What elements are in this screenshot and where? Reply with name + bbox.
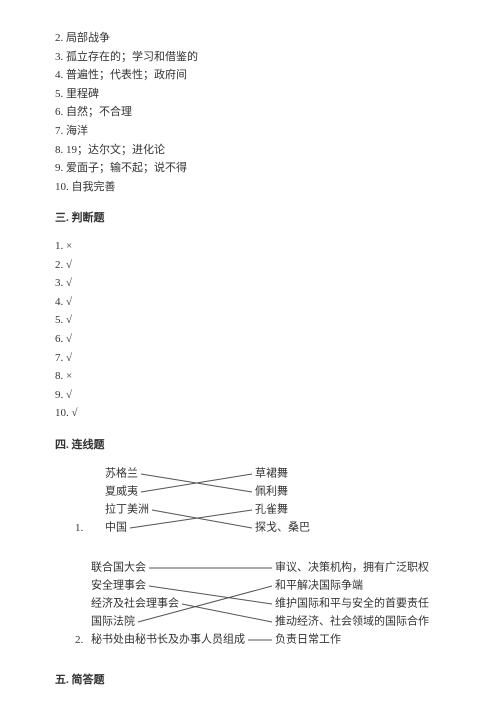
match-prefix: 2. bbox=[75, 634, 84, 646]
tf-item: 5. √ bbox=[55, 312, 445, 330]
tf-item: 7. √ bbox=[55, 350, 445, 368]
answer-item: 8. 19；达尔文；进化论 bbox=[55, 142, 445, 160]
match-left-label: 拉丁美洲 bbox=[105, 502, 149, 516]
match-right-label: 佩利舞 bbox=[255, 484, 288, 498]
match-right-label: 推动经济、社会领域的国际合作 bbox=[275, 614, 429, 628]
section-5-title: 五. 简答题 bbox=[55, 672, 445, 690]
truefalse-list: 1. × 2. √ 3. √ 4. √ 5. √ 6. √ 7. √ 8. × … bbox=[55, 238, 445, 423]
section-4-title: 四. 连线题 bbox=[55, 437, 445, 455]
match-right-label: 审议、决策机构，拥有广泛职权 bbox=[275, 560, 429, 574]
match-right-label: 探戈、桑巴 bbox=[255, 521, 310, 534]
match-right-label: 草裙舞 bbox=[255, 467, 288, 480]
tf-item: 2. √ bbox=[55, 257, 445, 275]
section-3-title: 三. 判断题 bbox=[55, 210, 445, 228]
match-right-label: 孔雀舞 bbox=[255, 503, 288, 516]
match-left-label: 秘书处由秘书长及办事人员组成 bbox=[91, 632, 245, 646]
match-left-label: 安全理事会 bbox=[91, 578, 146, 592]
tf-item: 8. × bbox=[55, 368, 445, 386]
tf-item: 4. √ bbox=[55, 294, 445, 312]
answer-item: 9. 爱面子；输不起；说不得 bbox=[55, 160, 445, 178]
answer-item: 5. 里程碑 bbox=[55, 86, 445, 104]
tf-item: 1. × bbox=[55, 238, 445, 256]
answer-item: 7. 海洋 bbox=[55, 123, 445, 141]
answer-list: 2. 局部战争 3. 孤立存在的；学习和借鉴的 4. 普遍性；代表性；政府间 5… bbox=[55, 30, 445, 196]
matching-2: 联合国大会 审议、决策机构，拥有广泛职权安全理事会 和平解决国际争端经济及社会理事会… bbox=[55, 558, 445, 658]
answer-item: 10. 自我完善 bbox=[55, 179, 445, 197]
answer-item: 6. 自然；不合理 bbox=[55, 104, 445, 122]
match-right-label: 维护国际和平与安全的首要责任 bbox=[275, 596, 429, 610]
match-right-label: 负责日常工作 bbox=[275, 632, 341, 646]
answer-item: 3. 孤立存在的；学习和借鉴的 bbox=[55, 49, 445, 67]
match-left-label: 国际法院 bbox=[91, 614, 135, 628]
tf-item: 3. √ bbox=[55, 275, 445, 293]
matching-2-diagram: 联合国大会 审议、决策机构，拥有广泛职权安全理事会 和平解决国际争端经济及社会理事会… bbox=[75, 558, 445, 658]
match-left-label: 联合国大会 bbox=[91, 560, 146, 574]
tf-item: 6. √ bbox=[55, 331, 445, 349]
match-left-label: 中国 bbox=[105, 521, 127, 534]
match-right-label: 和平解决国际争端 bbox=[275, 578, 363, 592]
match-prefix: 1. bbox=[75, 522, 84, 534]
matching-1-diagram: 苏格兰 草裙舞夏威夷 佩利舞拉丁美洲 孔雀舞中国 探戈、桑巴 1. bbox=[75, 464, 385, 544]
tf-item: 10. √ bbox=[55, 405, 445, 423]
matching-1: 苏格兰 草裙舞夏威夷 佩利舞拉丁美洲 孔雀舞中国 探戈、桑巴 1. bbox=[55, 464, 445, 544]
match-left-label: 经济及社会理事会 bbox=[91, 596, 179, 610]
match-left-label: 苏格兰 bbox=[105, 466, 138, 480]
answer-item: 2. 局部战争 bbox=[55, 30, 445, 48]
tf-item: 9. √ bbox=[55, 387, 445, 405]
answer-item: 4. 普遍性；代表性；政府间 bbox=[55, 67, 445, 85]
match-left-label: 夏威夷 bbox=[105, 485, 138, 498]
